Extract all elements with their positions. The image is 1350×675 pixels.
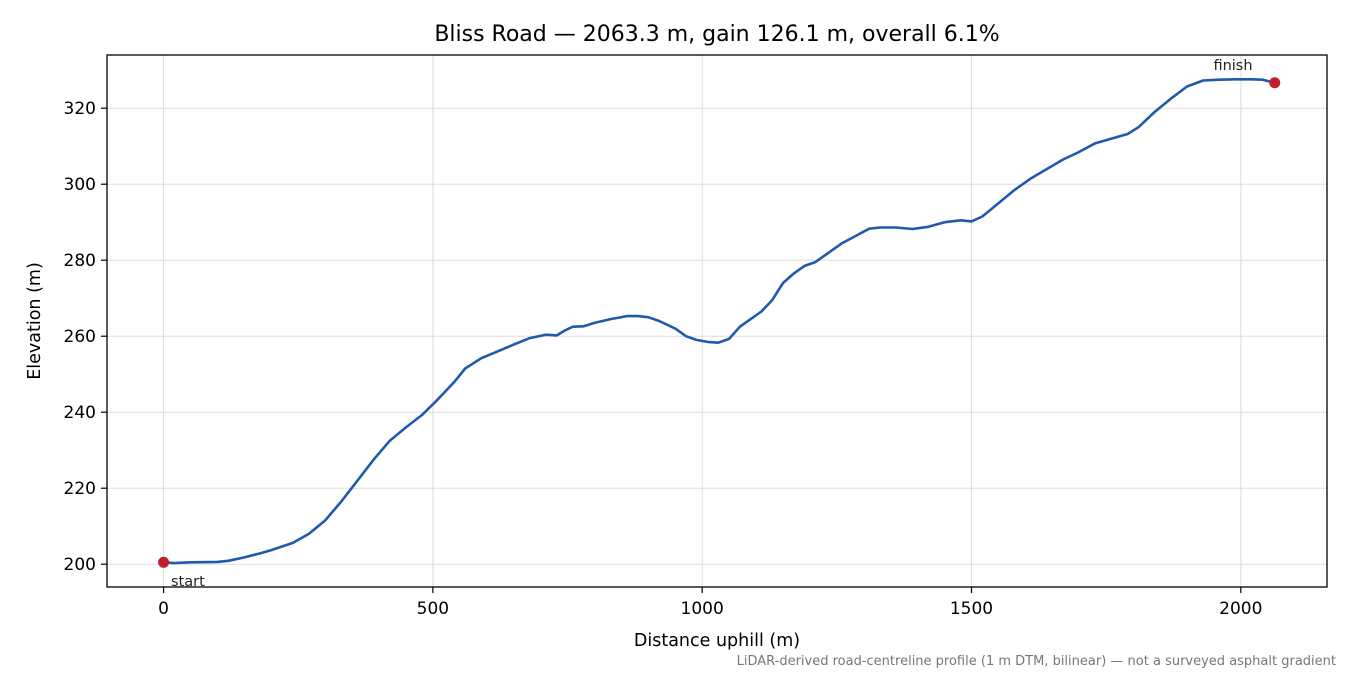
start-marker — [158, 556, 170, 568]
plot-frame — [106, 54, 1328, 588]
y-tick-label: 280 — [64, 251, 96, 271]
finish-marker — [1269, 77, 1281, 89]
y-tick-label: 200 — [64, 555, 96, 575]
y-tick-label: 240 — [64, 403, 96, 423]
y-axis-label: Elevation (m) — [25, 262, 45, 380]
x-tick-label: 500 — [417, 599, 449, 619]
y-tick-label: 300 — [64, 175, 96, 195]
x-tick-label: 1500 — [950, 599, 993, 619]
x-tick-label: 2000 — [1219, 599, 1262, 619]
elevation-profile-line — [163, 78, 1276, 565]
y-tick-label: 220 — [64, 479, 96, 499]
x-tick-label: 0 — [158, 599, 169, 619]
x-tick-label: 1000 — [681, 599, 724, 619]
axis-ticks: 0 500 1000 1500 2000 200 220 240 260 280 300 320 — [64, 99, 1263, 619]
start-label: start — [171, 574, 205, 590]
y-tick-label: 320 — [64, 99, 96, 119]
x-axis-label: Distance uphill (m) — [634, 631, 800, 651]
y-tick-label: 260 — [64, 327, 96, 347]
gridlines — [107, 55, 1327, 587]
chart-title: Bliss Road — 2063.3 m, gain 126.1 m, ove… — [434, 22, 999, 47]
finish-label: finish — [1213, 58, 1252, 74]
footnote: LiDAR-derived road-centreline profile (1… — [737, 654, 1336, 669]
